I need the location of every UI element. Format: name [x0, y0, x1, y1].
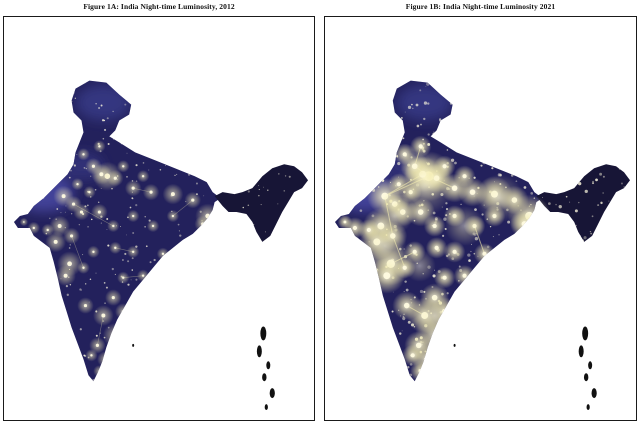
island [453, 343, 456, 347]
figure-1a-frame [3, 16, 315, 421]
city-glow [194, 215, 211, 233]
figure-1b-caption: Figure 1B: India Night-time Luminosity 2… [405, 2, 556, 11]
india-mainland [13, 80, 221, 382]
glow-field [403, 249, 436, 282]
island [269, 388, 275, 399]
island [586, 404, 590, 411]
island [260, 326, 267, 341]
island [583, 373, 589, 382]
northeast-region [536, 164, 631, 242]
island [588, 361, 593, 370]
island [262, 373, 267, 382]
northeast-region [214, 164, 309, 242]
figure-1a: Figure 1A: India Night-time Luminosity, … [0, 0, 318, 421]
figure-1b-frame [324, 16, 637, 421]
city-glow [102, 322, 128, 348]
glow-field [412, 293, 457, 338]
island [264, 404, 268, 411]
island [266, 361, 271, 370]
island [582, 326, 589, 341]
glow-field [376, 198, 413, 234]
glow-field [444, 206, 485, 246]
island [591, 388, 597, 399]
island [256, 345, 262, 358]
figure-1b: Figure 1B: India Night-time Luminosity 2… [321, 0, 640, 421]
india-luminosity-map-2012 [13, 80, 309, 411]
city-glow [114, 303, 132, 320]
island [132, 343, 135, 347]
glow-field [475, 174, 524, 222]
glow-field [394, 156, 455, 217]
glow-field [362, 223, 407, 268]
island [578, 345, 584, 358]
india-luminosity-map-2021 [334, 80, 631, 411]
city-glow [93, 365, 106, 378]
figure-1a-caption: Figure 1A: India Night-time Luminosity, … [83, 2, 235, 11]
